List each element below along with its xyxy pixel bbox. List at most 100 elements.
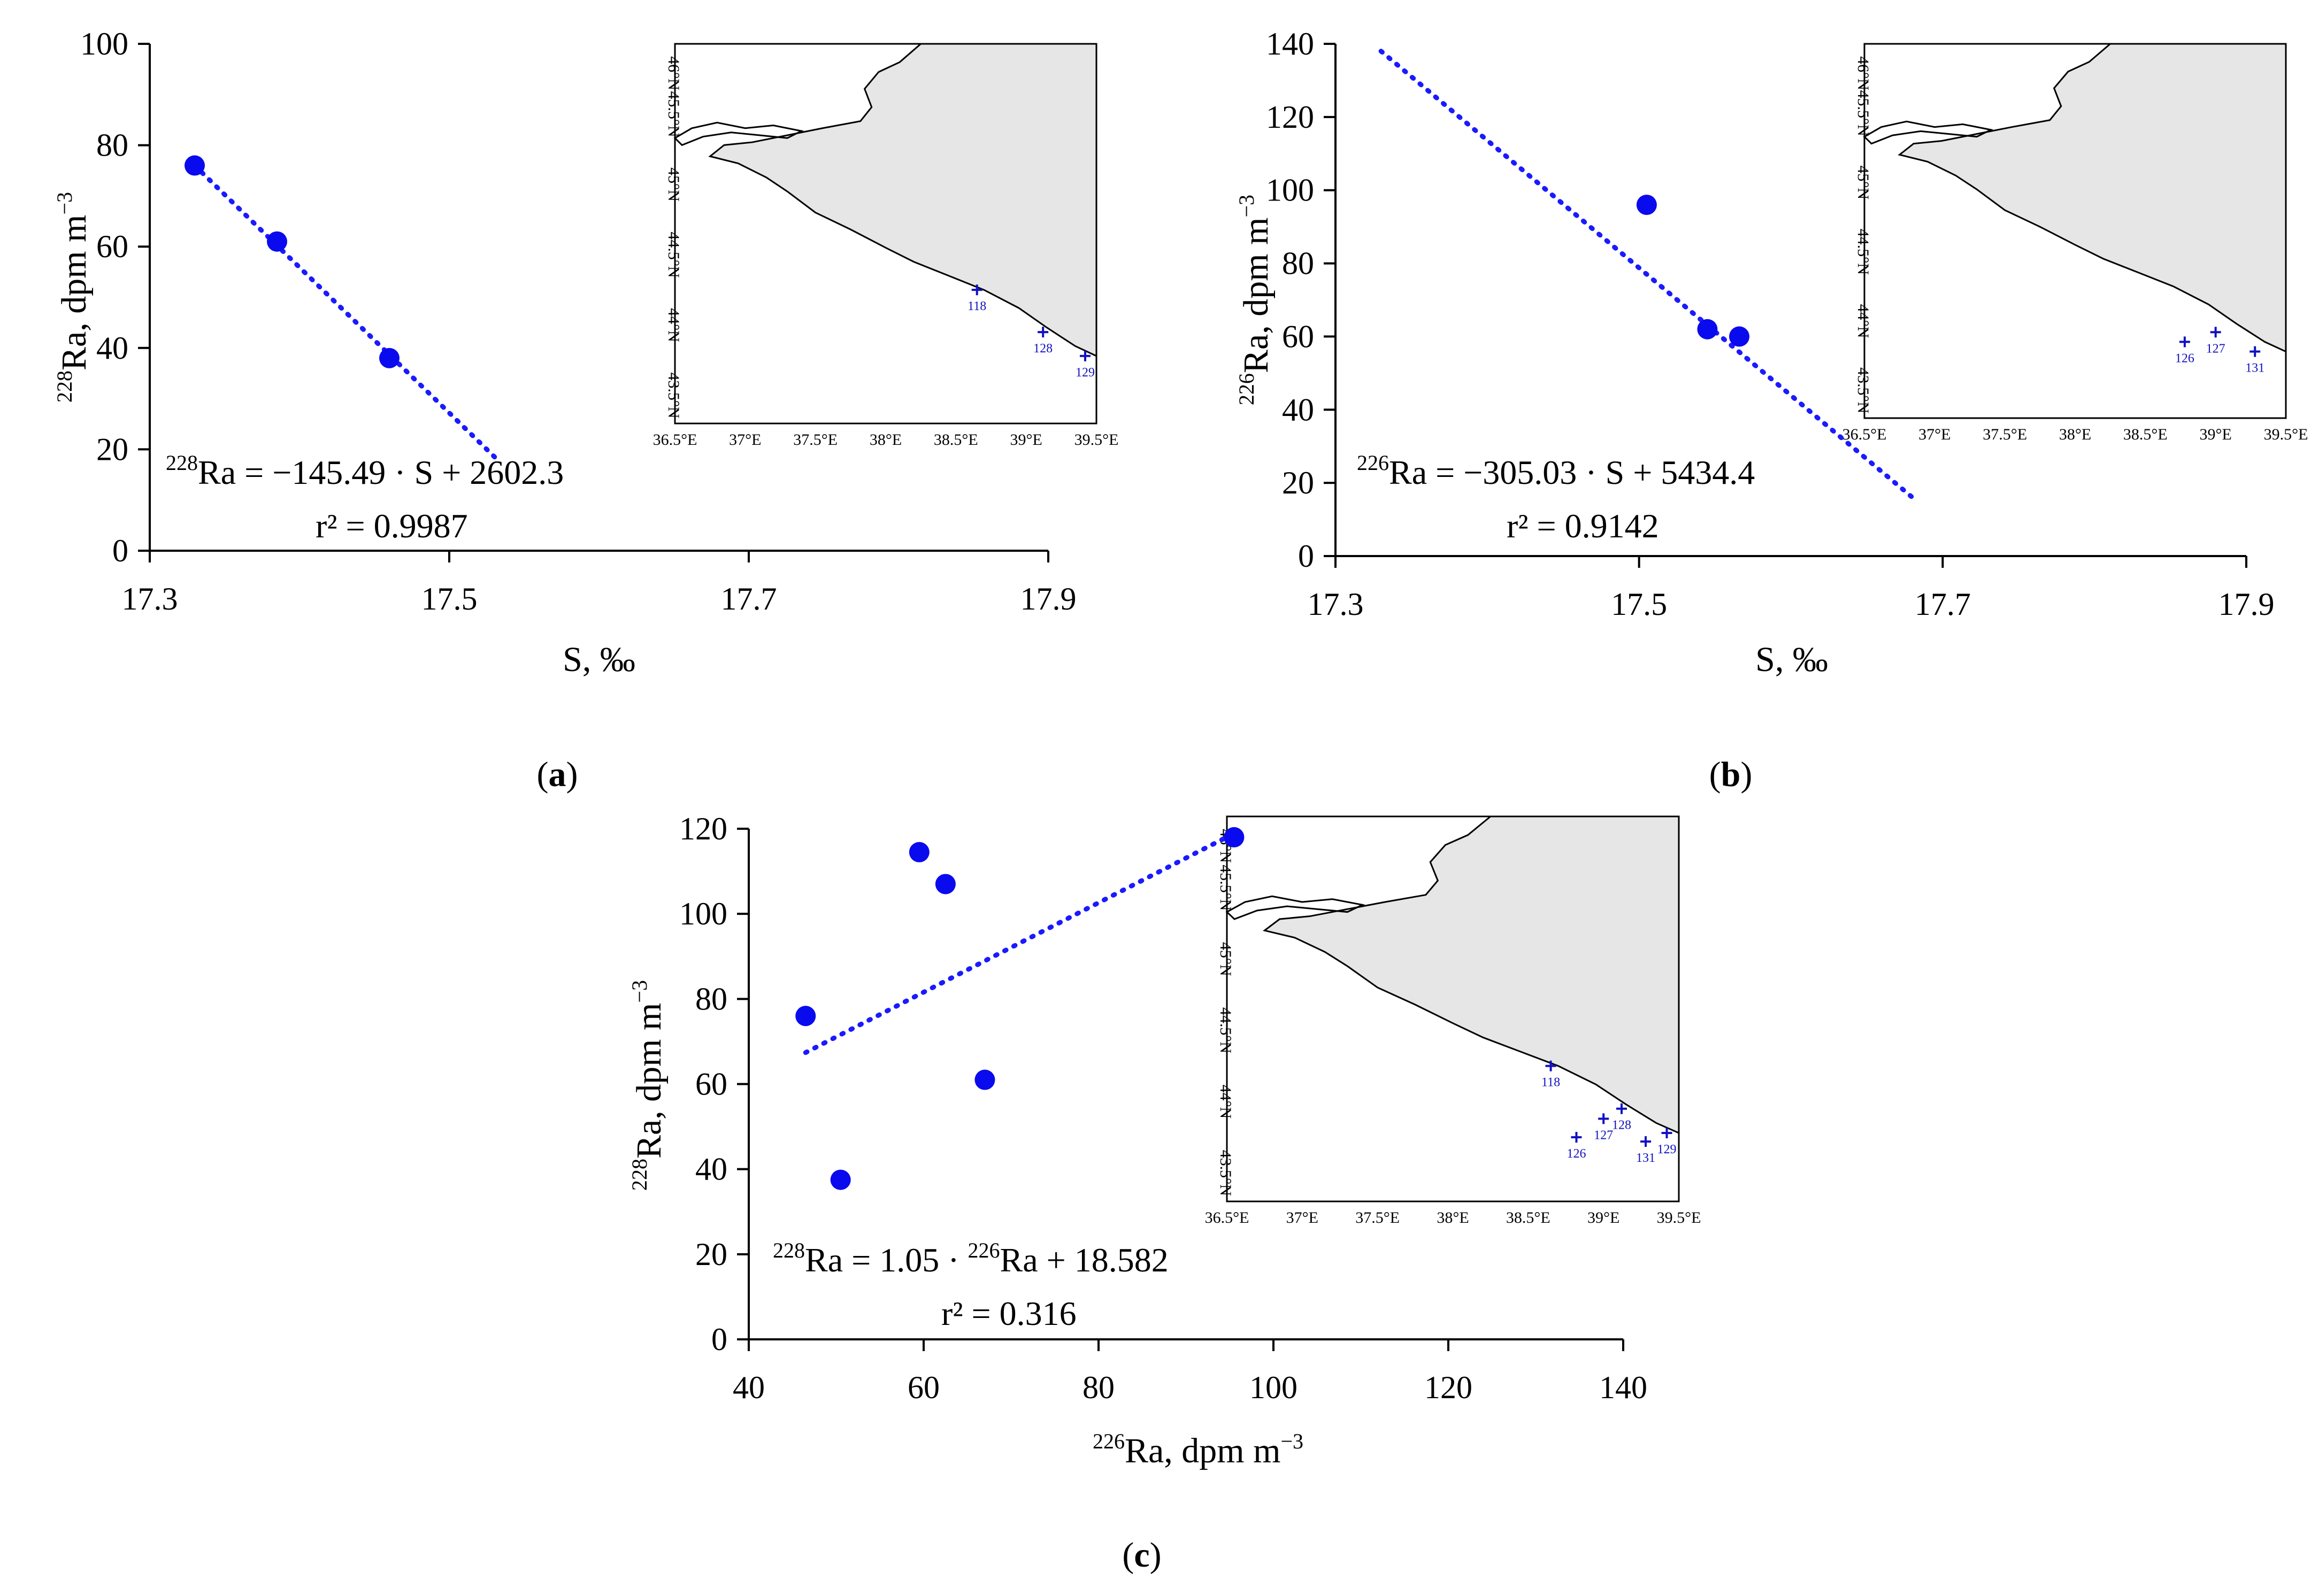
- y-tick-label: 60: [96, 229, 128, 264]
- x-tick-label: 140: [1599, 1370, 1647, 1405]
- coastline-spit: [1225, 895, 1365, 920]
- map-lon-label: 36.5°E: [653, 431, 697, 449]
- station-label: 118: [1541, 1076, 1560, 1090]
- coastline-spit: [1863, 120, 1994, 145]
- y-tick-label: 120: [1266, 99, 1314, 135]
- y-tick-label: 60: [1282, 319, 1314, 354]
- y-tick-label: 80: [96, 128, 128, 163]
- station-marker: 118: [968, 284, 986, 313]
- regression-equation: 226Ra = −305.03 · S + 5434.4: [1357, 451, 1755, 491]
- station-marker: 126: [1567, 1132, 1586, 1161]
- map-lat-label: 43.5°N: [1217, 1150, 1234, 1196]
- station-label: 131: [2245, 361, 2264, 375]
- coastline-spit: [673, 121, 804, 147]
- x-tick-label: 100: [1249, 1370, 1297, 1405]
- trendline: [192, 163, 500, 462]
- station-marker: 129: [1657, 1128, 1676, 1156]
- map-lon-label: 37°E: [1286, 1209, 1318, 1227]
- x-tick-label: 17.3: [122, 581, 178, 616]
- x-axis-title: S, ‰: [563, 640, 635, 679]
- data-point: [974, 1069, 995, 1090]
- station-label: 127: [1594, 1128, 1613, 1142]
- map-lat-label: 45.5°N: [1854, 90, 1872, 136]
- map-lon-label: 38.5°E: [2123, 426, 2168, 443]
- map-lon-label: 37°E: [729, 431, 761, 449]
- data-point: [1224, 827, 1245, 847]
- y-tick-label: 80: [1282, 246, 1314, 281]
- map-lon-label: 39.5°E: [2264, 426, 2308, 443]
- y-tick-label: 0: [112, 533, 128, 568]
- y-tick-label: 40: [96, 330, 128, 366]
- data-point: [795, 1006, 816, 1027]
- x-tick-label: 17.9: [2218, 587, 2275, 622]
- x-tick-label: 17.5: [1611, 587, 1667, 622]
- land-area: [1262, 815, 1680, 1135]
- map-lat-label: 46°N: [665, 56, 682, 90]
- station-label: 131: [1636, 1151, 1655, 1165]
- inset-map: 36.5°E 37°E 37.5°E 38°E 38.5°E 39°E 39.5°E 43.5…: [1205, 815, 1701, 1227]
- x-axis-title: S, ‰: [1755, 640, 1828, 679]
- station-marker: 128: [1033, 327, 1053, 356]
- land-area: [1898, 43, 2287, 353]
- x-tick-label: 40: [733, 1370, 765, 1405]
- map-lat-label: 43.5°N: [1854, 367, 1872, 413]
- land-area: [708, 43, 1097, 358]
- y-tick-label: 40: [695, 1152, 727, 1187]
- y-tick-label: 80: [695, 981, 727, 1016]
- trendline: [1378, 49, 1920, 504]
- x-tick-label: 17.5: [421, 581, 478, 616]
- station-label: 127: [2206, 342, 2225, 356]
- regression-equation: 228Ra = −145.49 · S + 2602.3: [166, 451, 564, 491]
- y-tick-label: 100: [679, 896, 727, 931]
- station-label: 126: [1567, 1147, 1586, 1161]
- map-lon-label: 37°E: [1918, 426, 1951, 443]
- map-lon-label: 39°E: [1010, 431, 1042, 449]
- data-point: [185, 155, 205, 176]
- map-lat-label: 44.5°N: [1217, 1007, 1234, 1053]
- x-tick-label: 17.7: [1915, 587, 1971, 622]
- map-lon-label: 38°E: [1437, 1209, 1469, 1227]
- map-lat-label: 44°N: [1854, 304, 1872, 338]
- panel-label: (c): [1122, 1536, 1161, 1575]
- map-lon-label: 37.5°E: [793, 431, 838, 449]
- r-squared: r² = 0.9142: [1507, 507, 1659, 545]
- map-lat-label: 45°N: [1217, 942, 1234, 976]
- data-point: [830, 1169, 851, 1190]
- station-label: 126: [2175, 351, 2194, 365]
- station-label: 129: [1076, 366, 1095, 380]
- map-lon-label: 39°E: [2200, 426, 2232, 443]
- y-tick-label: 100: [80, 26, 128, 61]
- map-lon-label: 39.5°E: [1657, 1209, 1701, 1227]
- x-tick-label: 120: [1424, 1370, 1472, 1405]
- y-tick-label: 20: [1282, 465, 1314, 500]
- station-marker: 118: [1541, 1060, 1560, 1090]
- map-lon-label: 39.5°E: [1074, 431, 1119, 449]
- y-tick-label: 40: [1282, 392, 1314, 427]
- data-point: [1729, 326, 1749, 347]
- map-lat-label: 45°N: [665, 167, 682, 202]
- x-tick-label: 17.3: [1308, 587, 1364, 622]
- inset-map: 36.5°E 37°E 37.5°E 38°E 38.5°E 39°E 39.5°E 43.5…: [1842, 43, 2308, 443]
- y-tick-label: 0: [711, 1322, 727, 1357]
- y-tick-label: 120: [679, 811, 727, 846]
- station-marker: 131: [2245, 346, 2264, 375]
- data-point: [379, 348, 400, 368]
- map-lat-label: 44.5°N: [665, 232, 682, 277]
- regression-equation: 228Ra = 1.05 · 226Ra + 18.582: [773, 1238, 1169, 1279]
- trendline: [803, 831, 1237, 1055]
- data-point: [267, 231, 287, 252]
- map-lon-label: 37.5°E: [1983, 426, 2027, 443]
- map-lat-label: 45°N: [1854, 165, 1872, 199]
- map-lon-label: 38°E: [870, 431, 902, 449]
- panel-label: (a): [537, 755, 578, 794]
- station-marker: 127: [2206, 327, 2225, 356]
- map-lon-label: 38.5°E: [934, 431, 978, 449]
- map-lon-label: 36.5°E: [1205, 1209, 1249, 1227]
- data-point: [1636, 195, 1657, 215]
- map-lat-label: 44°N: [1217, 1084, 1234, 1119]
- map-lat-label: 45.5°N: [665, 91, 682, 137]
- map-lon-label: 38°E: [2059, 426, 2091, 443]
- x-tick-label: 17.7: [721, 581, 777, 616]
- chart-panel-b: 0 20 40 60 80 100 120 140 17.3 17.5 17.7 17.9 36.5°E…: [1234, 26, 2308, 794]
